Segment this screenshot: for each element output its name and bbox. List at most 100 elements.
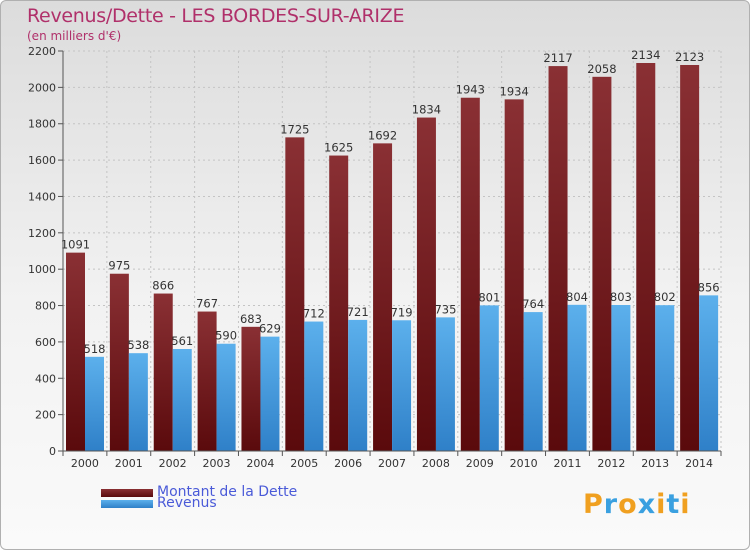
x-tick-label: 2010 (510, 457, 538, 470)
bar-revenue (655, 305, 675, 451)
data-label-debt: 1625 (324, 141, 353, 155)
bar-revenue (611, 305, 631, 451)
bar-revenue (479, 305, 499, 451)
y-tick-label: 0 (49, 445, 56, 458)
logo-letter: t (666, 489, 681, 520)
bar-revenue (392, 320, 412, 451)
data-label-debt: 1834 (412, 103, 441, 117)
x-tick-label: 2013 (641, 457, 669, 470)
bar-revenue (128, 353, 148, 451)
chart-title: Revenus/Dette - LES BORDES-SUR-ARIZE (27, 5, 405, 27)
bar-debt (329, 155, 349, 451)
data-label-revenue: 721 (347, 305, 369, 319)
data-label-revenue: 590 (215, 329, 237, 343)
bar-revenue (304, 321, 324, 451)
y-tick-label: 1200 (28, 227, 56, 240)
data-label-debt: 683 (240, 312, 262, 326)
bar-revenue (172, 349, 192, 451)
data-label-revenue: 856 (698, 280, 720, 294)
bar-debt (285, 137, 305, 451)
chart-subtitle: (en milliers d'€) (27, 29, 122, 43)
data-label-debt: 1725 (280, 122, 309, 136)
data-label-revenue: 801 (478, 290, 500, 304)
axis-layer: 0 200 400 600 800 1000 1200 1400 1600 1800 2000 220… (28, 45, 722, 470)
x-tick-label: 2003 (203, 457, 231, 470)
logo-letter: o (618, 489, 638, 520)
data-label-debt: 2058 (587, 62, 616, 76)
data-label-debt: 2134 (631, 48, 660, 62)
x-tick-label: 2000 (71, 457, 99, 470)
data-label-revenue: 802 (654, 290, 676, 304)
bar-debt (197, 311, 217, 451)
x-tick-label: 2007 (378, 457, 406, 470)
data-label-revenue: 735 (434, 302, 456, 316)
data-label-revenue: 538 (127, 338, 149, 352)
logo-letter: r (603, 489, 619, 520)
bar-debt (109, 273, 129, 451)
data-label-revenue: 804 (566, 290, 588, 304)
data-label-debt: 767 (196, 297, 218, 311)
x-tick-label: 2004 (246, 457, 274, 470)
y-tick-label: 600 (35, 336, 56, 349)
x-tick-label: 2012 (597, 457, 625, 470)
legend-swatch-debt (101, 489, 153, 497)
bar-debt (636, 63, 656, 451)
proxiti-logo: Proxiti (583, 489, 691, 520)
data-label-debt: 2123 (675, 50, 704, 64)
bar-revenue (523, 312, 543, 451)
bar-revenue (216, 343, 236, 451)
bar-revenue (348, 319, 368, 451)
legend-label-debt: Montant de la Dette (157, 484, 298, 500)
bar-revenue (85, 356, 104, 451)
data-label-revenue: 764 (522, 297, 544, 311)
data-label-revenue: 518 (84, 342, 106, 356)
data-label-debt: 1943 (456, 83, 485, 97)
y-tick-label: 1400 (28, 190, 56, 203)
data-label-debt: 1692 (368, 128, 397, 142)
logo-letter: i (680, 489, 691, 520)
x-tick-label: 2002 (159, 457, 187, 470)
logo-letter: x (637, 489, 657, 520)
data-label-debt: 975 (108, 259, 130, 273)
legend-swatch-revenue (101, 500, 153, 508)
bar-debt (416, 117, 436, 451)
data-label-revenue: 629 (259, 322, 281, 336)
y-tick-label: 1000 (28, 263, 56, 276)
data-label-revenue: 803 (610, 290, 632, 304)
data-label-debt: 1091 (61, 238, 90, 252)
legend-label-revenue: Revenus (157, 495, 217, 511)
bar-revenue (567, 304, 587, 451)
data-label-revenue: 719 (391, 305, 413, 319)
y-tick-label: 1800 (28, 118, 56, 131)
y-tick-label: 1600 (28, 154, 56, 167)
logo-letter: P (583, 489, 604, 520)
bar-layer (66, 63, 719, 452)
x-tick-label: 2008 (422, 457, 450, 470)
x-tick-label: 2011 (553, 457, 581, 470)
data-label-debt: 866 (152, 279, 174, 293)
bar-debt (680, 65, 700, 451)
data-label-revenue: 712 (303, 307, 325, 321)
bar-debt (548, 66, 568, 451)
x-tick-label: 2005 (290, 457, 318, 470)
y-tick-label: 800 (35, 300, 56, 313)
logo-letter: i (656, 489, 667, 520)
bar-debt (66, 252, 85, 451)
data-label-debt: 2117 (543, 51, 572, 65)
bar-revenue (435, 317, 455, 451)
bar-debt (241, 326, 261, 451)
x-tick-label: 2001 (115, 457, 143, 470)
y-tick-label: 2000 (28, 81, 56, 94)
bar-debt (504, 99, 524, 451)
data-label-revenue: 561 (171, 334, 193, 348)
bar-debt (373, 143, 393, 451)
bar-debt (592, 76, 612, 452)
x-tick-label: 2006 (334, 457, 362, 470)
x-tick-label: 2014 (685, 457, 713, 470)
data-label-debt: 1934 (500, 84, 529, 98)
bar-revenue (260, 336, 280, 451)
y-tick-label: 200 (35, 409, 56, 422)
